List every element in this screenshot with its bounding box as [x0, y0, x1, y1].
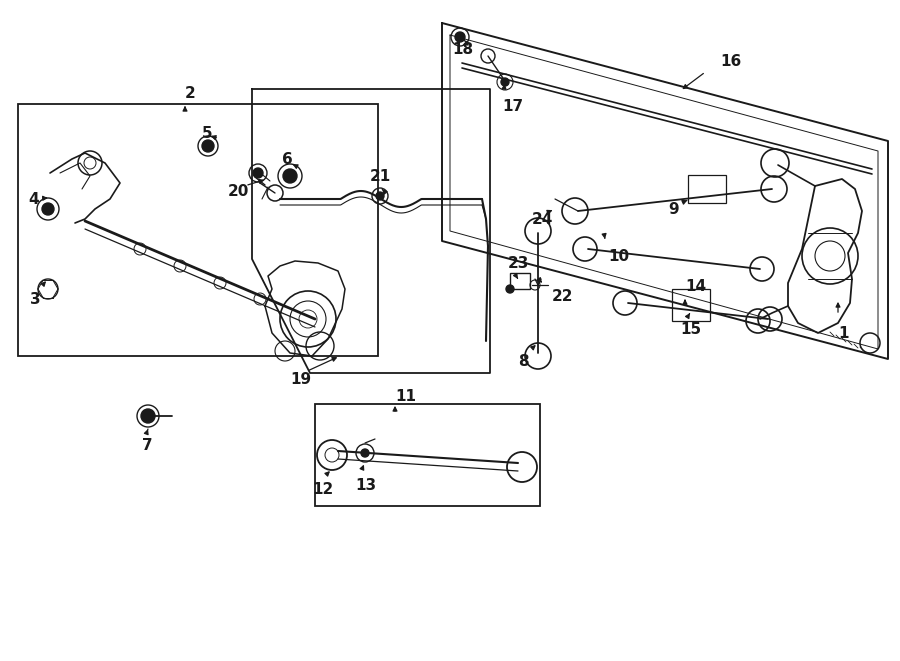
- Text: 19: 19: [290, 371, 311, 387]
- Text: 16: 16: [720, 54, 742, 69]
- Circle shape: [253, 168, 263, 178]
- Circle shape: [501, 78, 509, 86]
- Text: 13: 13: [355, 479, 376, 494]
- Text: 8: 8: [518, 354, 528, 368]
- Text: 20: 20: [228, 184, 249, 198]
- Text: 7: 7: [142, 438, 153, 453]
- Text: 24: 24: [532, 212, 554, 227]
- Text: 21: 21: [370, 169, 392, 184]
- Circle shape: [506, 285, 514, 293]
- Text: 10: 10: [608, 249, 629, 264]
- Text: 22: 22: [552, 288, 573, 303]
- Text: 14: 14: [685, 278, 706, 293]
- Bar: [672, 289, 710, 321]
- Text: 4: 4: [28, 192, 39, 206]
- Circle shape: [42, 203, 54, 215]
- Text: 6: 6: [282, 151, 292, 167]
- Text: 23: 23: [508, 256, 529, 270]
- Circle shape: [141, 409, 155, 423]
- Circle shape: [202, 140, 214, 152]
- Bar: [510, 273, 530, 289]
- Text: 3: 3: [30, 292, 40, 307]
- Text: 11: 11: [395, 389, 416, 403]
- Text: 1: 1: [838, 325, 849, 340]
- Text: 9: 9: [668, 202, 679, 217]
- Circle shape: [455, 32, 465, 42]
- Text: 5: 5: [202, 126, 212, 141]
- Text: 18: 18: [452, 42, 473, 56]
- Circle shape: [361, 449, 369, 457]
- Text: 17: 17: [502, 98, 523, 114]
- Text: 2: 2: [185, 85, 196, 100]
- Bar: [315, 404, 540, 506]
- Bar: [18, 104, 378, 356]
- Circle shape: [376, 192, 384, 200]
- Text: 15: 15: [680, 321, 701, 336]
- Bar: [688, 175, 726, 203]
- Circle shape: [283, 169, 297, 183]
- Text: 12: 12: [312, 481, 333, 496]
